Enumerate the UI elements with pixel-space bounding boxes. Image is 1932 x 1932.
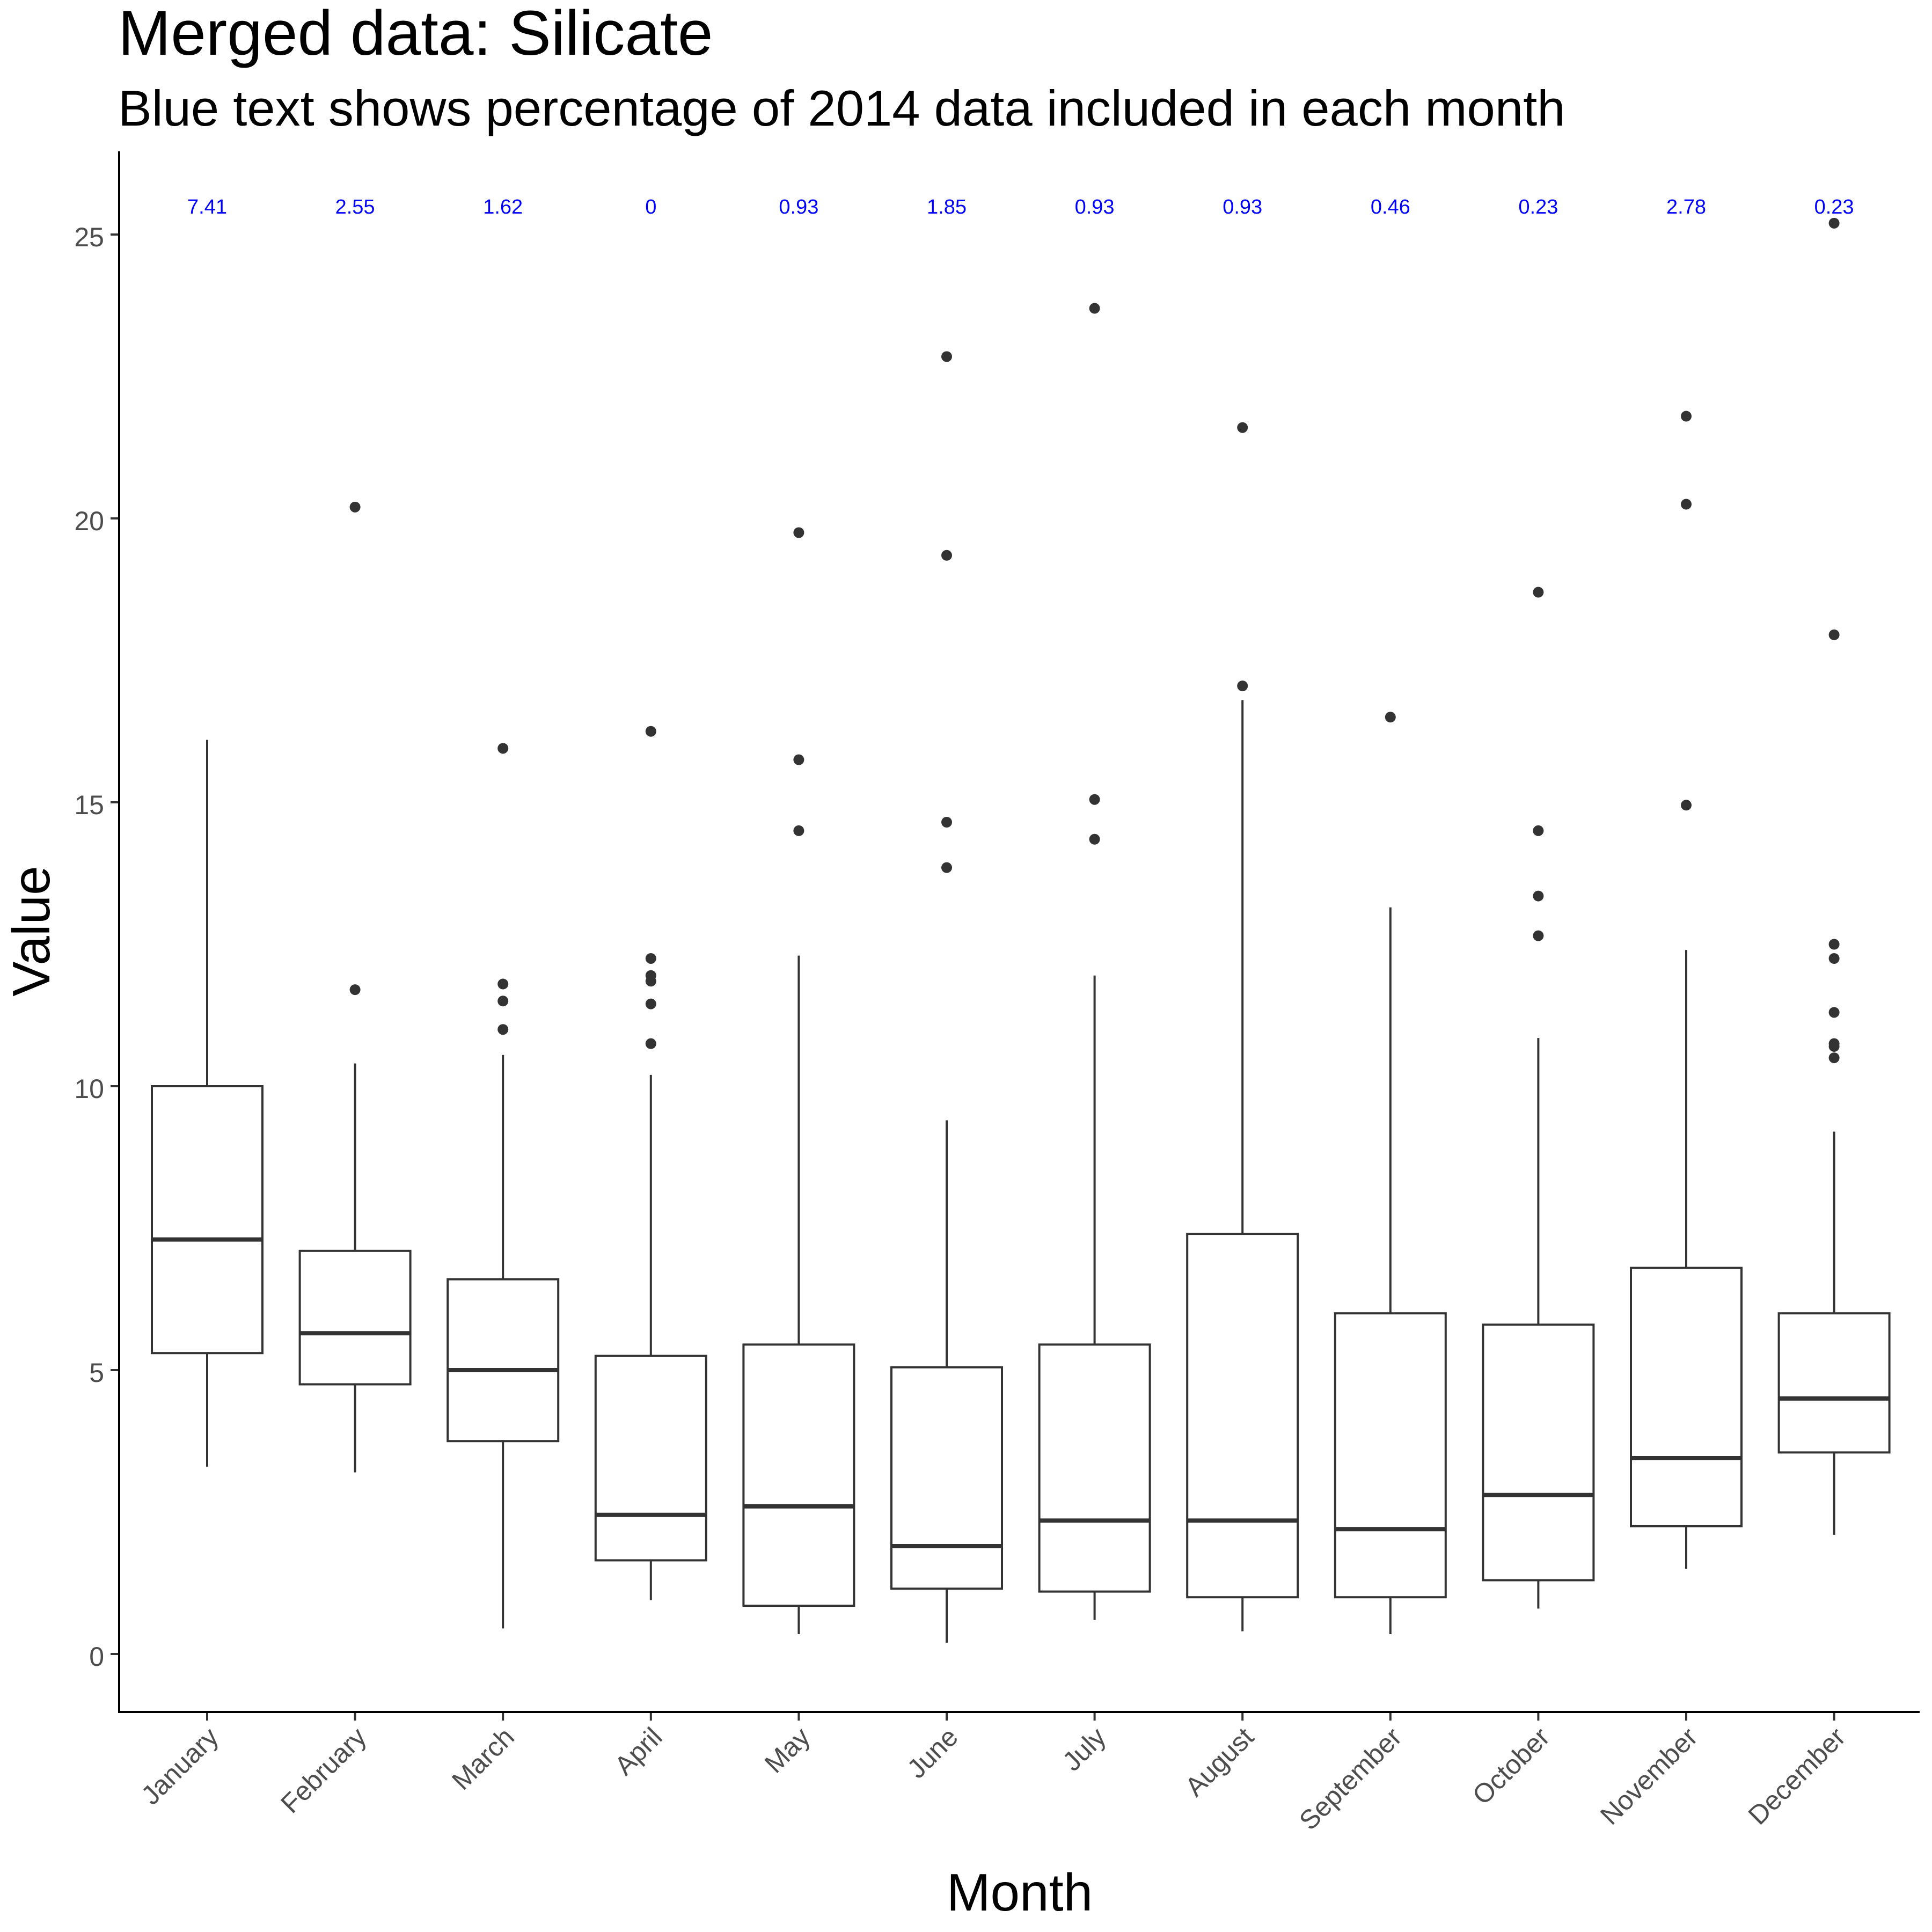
box-iqr [447,1278,560,1443]
outlier-point [645,1038,656,1049]
outlier-point [1533,890,1544,902]
outlier-point [941,550,952,561]
box-iqr [1334,1312,1447,1599]
plot-area: 0 5 10 15 20 25 January 7.41 February 2.55 March 1.… [74,196,1891,1836]
x-tick-label: January [135,1722,224,1810]
outlier-point [1089,794,1100,805]
percent-2014-label: 1.62 [483,196,523,218]
outlier-point [645,953,656,964]
outlier-point [1828,217,1840,229]
percent-2014-label: 0.93 [1223,196,1262,218]
x-tick-label: February [275,1722,372,1819]
outlier-point [497,978,509,990]
percent-2014-label: 0.23 [1518,196,1558,218]
outlier-point [1089,833,1100,845]
percent-2014-label: 0.93 [1075,196,1115,218]
percent-2014-label: 0.23 [1814,196,1854,218]
outlier-point [941,351,952,362]
box-iqr [1038,1343,1151,1593]
percent-2014-label: 2.78 [1666,196,1706,218]
x-tick-label: March [446,1722,520,1796]
outlier-point [645,998,656,1009]
outlier-point [1681,411,1692,422]
y-axis-title: Value [2,866,61,996]
box-iqr [890,1366,1003,1590]
percent-2014-label: 0.93 [779,196,818,218]
x-tick-label: May [759,1722,816,1779]
x-tick-label: July [1057,1722,1111,1776]
box-iqr [298,1249,412,1386]
y-tick-label: 15 [74,790,104,820]
y-tick-label: 0 [89,1642,104,1672]
percent-2014-label: 7.41 [187,196,227,218]
outlier-point [793,754,804,765]
x-tick-label: August [1179,1722,1260,1802]
percent-2014-label: 0.46 [1371,196,1410,218]
x-tick-label: December [1743,1722,1851,1831]
x-tick-label: November [1594,1722,1703,1831]
y-tick-label: 5 [89,1358,104,1388]
outlier-point [1533,587,1544,598]
outlier-point [941,862,952,873]
outlier-point [1828,1038,1840,1049]
outlier-point [1828,953,1840,964]
x-tick-label: September [1293,1722,1408,1836]
y-tick-label: 10 [74,1074,104,1104]
outlier-point [1533,825,1544,836]
outlier-point [793,527,804,538]
outlier-point [1681,499,1692,510]
outlier-point [793,825,804,836]
x-axis-title: Month [947,1863,1093,1922]
outlier-point [1828,629,1840,640]
outlier-point [1828,939,1840,950]
outlier-point [645,726,656,737]
box-iqr [151,1085,264,1355]
outlier-point [349,501,361,513]
outlier-point [497,1024,509,1035]
percent-2014-label: 1.85 [927,196,967,218]
chart-subtitle: Blue text shows percentage of 2014 data … [118,80,1565,136]
x-tick-label: June [902,1722,964,1784]
percent-2014-label: 2.55 [335,196,375,218]
x-tick-label: April [609,1722,668,1781]
chart-title: Merged data: Silicate [118,0,713,69]
box-iqr [1186,1233,1299,1599]
outlier-point [1533,930,1544,941]
box-iqr [1777,1312,1891,1454]
box-iqr [1630,1267,1743,1527]
y-tick-label: 20 [74,506,104,536]
outlier-point [349,984,361,996]
box-iqr [1482,1323,1595,1582]
outlier-point [1828,1007,1840,1018]
outlier-point [941,817,952,828]
outlier-point [1237,422,1248,433]
outlier-point [1385,712,1396,723]
y-tick-label: 25 [74,222,104,252]
outlier-point [497,743,509,754]
box-iqr [594,1355,707,1562]
box-iqr [742,1343,855,1607]
outlier-point [1089,303,1100,314]
outlier-point [1681,800,1692,811]
outlier-point [1828,1052,1840,1064]
outlier-point [1237,680,1248,692]
outlier-point [645,970,656,981]
outlier-point [497,996,509,1007]
x-tick-label: October [1467,1722,1555,1810]
percent-2014-label: 0 [645,196,656,218]
